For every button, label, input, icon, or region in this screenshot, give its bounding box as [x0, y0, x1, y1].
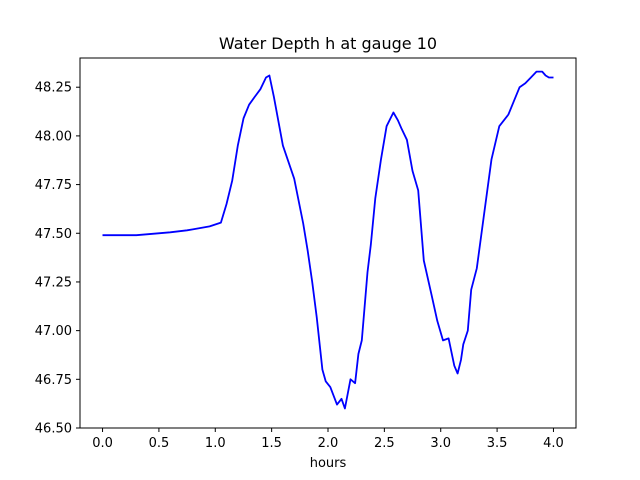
y-tick-label: 48.25	[35, 81, 72, 96]
y-tick-label: 46.75	[35, 373, 72, 388]
y-tick-label: 47.75	[35, 178, 72, 193]
x-axis: 0.0 0.5 1.0 1.5 2.0 2.5 3.0 3.5 4.0	[92, 428, 564, 451]
y-tick-label: 47.50	[35, 227, 72, 242]
x-tick-label: 0.0	[92, 436, 113, 451]
x-tick-label: 1.0	[205, 436, 226, 451]
x-tick-label: 2.0	[318, 436, 339, 451]
series-line-water-depth	[102, 70, 554, 410]
x-tick-label: 3.0	[430, 436, 451, 451]
x-tick-label: 2.5	[374, 436, 395, 451]
chart-title: Water Depth h at gauge 10	[219, 34, 437, 53]
x-tick-label: 0.5	[149, 436, 170, 451]
x-tick-label: 1.5	[261, 436, 282, 451]
y-tick-label: 48.00	[35, 129, 72, 144]
y-axis: 46.50 46.75 47.00 47.25 47.50 47.75 48.00 48.25	[35, 81, 80, 437]
x-axis-label: hours	[310, 456, 347, 471]
x-tick-label: 4.0	[543, 436, 564, 451]
y-tick-label: 46.50	[35, 422, 72, 437]
y-tick-label: 47.25	[35, 275, 72, 290]
x-tick-label: 3.5	[487, 436, 508, 451]
y-tick-label: 47.00	[35, 324, 72, 339]
